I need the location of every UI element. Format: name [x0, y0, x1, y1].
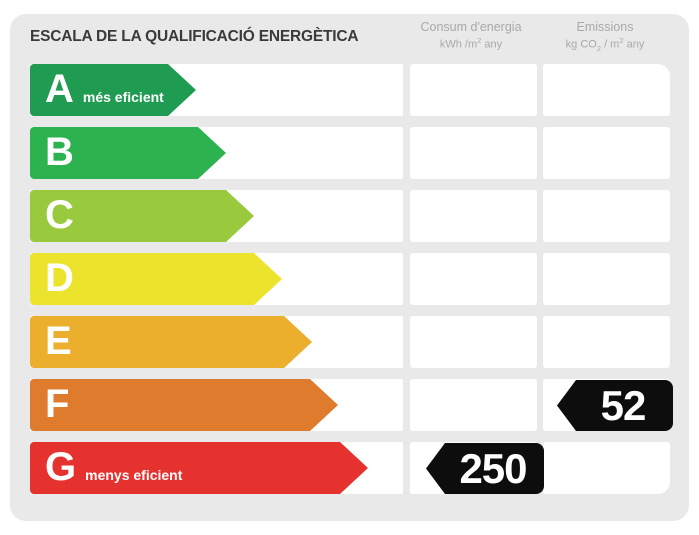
consum-cell-d [410, 253, 537, 305]
rating-arrow-c: C [30, 190, 254, 242]
scale-row-d: D [0, 253, 699, 305]
page-title: ESCALA DE LA QUALIFICACIÓ ENERGÈTICA [30, 28, 359, 45]
emissions-cell-g [543, 442, 670, 494]
rating-letter-e: E [45, 319, 72, 363]
rating-letter-g: G [45, 445, 77, 489]
scale-row-c: C [0, 190, 699, 242]
consum-value-badge: 250 [426, 443, 544, 494]
rating-arrow-g: G menys eficient [30, 442, 368, 494]
emissions-value-badge: 52 [557, 380, 673, 431]
consum-cell-e [410, 316, 537, 368]
rating-letter-c: C [45, 193, 74, 237]
emissions-cell-a [543, 64, 670, 116]
consum-header-units: kWh /m2 any [439, 35, 503, 51]
rating-arrow-e: E [30, 316, 312, 368]
emissions-header-label: Emissions [576, 20, 634, 34]
scale-row-b: B [0, 127, 699, 179]
rating-letter-d: D [45, 256, 74, 300]
rating-arrow-a: A més eficient [30, 64, 196, 116]
least-efficient-note: menys eficient [85, 467, 183, 483]
emissions-cell-c [543, 190, 670, 242]
consum-cell-c [410, 190, 537, 242]
consum-cell-a [410, 64, 537, 116]
scale-row-e: E [0, 316, 699, 368]
rating-letter-f: F [45, 382, 70, 426]
consum-value: 250 [459, 444, 527, 492]
scale-row-a: A més eficient [0, 64, 699, 116]
rating-letter-a: A [45, 67, 74, 111]
rating-arrow-f: F [30, 379, 338, 431]
consum-cell-f [410, 379, 537, 431]
rating-arrow-b: B [30, 127, 226, 179]
scale-row-g: G menys eficient [0, 442, 699, 494]
column-header-emissions: Emissions kg CO2 / m2 any [538, 20, 672, 53]
rating-arrow-d: D [30, 253, 282, 305]
consum-cell-b [410, 127, 537, 179]
most-efficient-note: més eficient [82, 89, 164, 105]
consum-header-label: Consum d'energia [420, 20, 522, 34]
emissions-header-units: kg CO2 / m2 any [565, 35, 645, 53]
column-header-consum: Consum d'energia kWh /m2 any [404, 20, 538, 52]
emissions-cell-e [543, 316, 670, 368]
rating-letter-b: B [45, 130, 74, 174]
emissions-cell-b [543, 127, 670, 179]
emissions-value: 52 [600, 381, 647, 429]
emissions-cell-d [543, 253, 670, 305]
